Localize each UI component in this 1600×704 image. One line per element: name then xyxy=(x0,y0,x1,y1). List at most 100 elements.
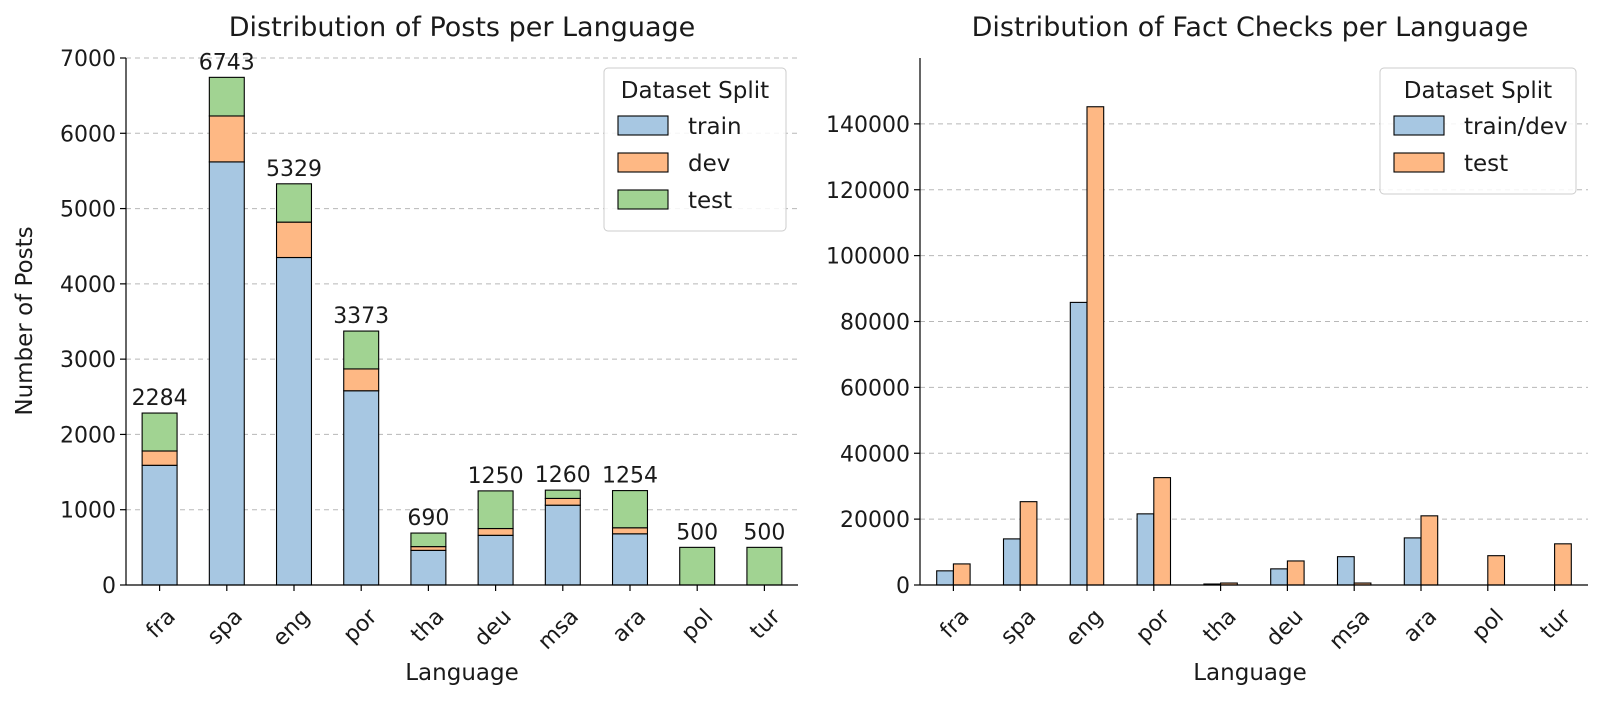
posts-bar-train-eng xyxy=(275,256,313,586)
posts-legend-label-train: train xyxy=(688,114,742,140)
posts-total-label-deu: 1250 xyxy=(468,464,524,489)
posts-bar-test-fra xyxy=(141,412,178,452)
posts-legend-swatch-test xyxy=(617,189,669,210)
fact-checks-y-tick-label: 40000 xyxy=(840,442,910,467)
fact-checks-x-tick-label-tha: tha xyxy=(1199,604,1242,647)
posts-legend: Dataset Split train dev test xyxy=(603,67,787,232)
fact-checks-x-tick-label-spa: spa xyxy=(996,604,1041,649)
posts-x-tick-label-eng: eng xyxy=(268,604,315,651)
fact-checks-bar-train-dev-spa xyxy=(1002,538,1021,586)
posts-total-label-ara: 1254 xyxy=(602,464,658,489)
posts-chart-panel: Distribution of Posts per Language Langu… xyxy=(12,12,798,686)
posts-x-tick-label-deu: deu xyxy=(470,604,517,651)
fact-checks-bar-test-tur xyxy=(1554,543,1572,586)
fact-checks-bar-train-dev-eng xyxy=(1069,301,1088,586)
posts-bar-dev-fra xyxy=(141,450,178,466)
posts-x-tick-label-ara: ara xyxy=(608,604,651,647)
posts-y-tick-label: 5000 xyxy=(60,198,116,223)
posts-bar-train-tha xyxy=(410,549,447,586)
posts-bar-train-por xyxy=(343,390,380,586)
fact-checks-y-tick-label: 100000 xyxy=(826,245,910,270)
fact-checks-bar-train-dev-deu xyxy=(1270,568,1288,586)
posts-total-label-por: 3373 xyxy=(333,304,389,329)
posts-bar-train-ara xyxy=(611,533,649,586)
fact-checks-chart-panel: Distribution of Fact Checks per Language… xyxy=(826,12,1588,686)
posts-x-tick-label-pol: pol xyxy=(677,604,718,645)
posts-bar-test-ara xyxy=(611,490,649,529)
fact-checks-bar-train-dev-por xyxy=(1136,513,1155,586)
posts-bar-test-por xyxy=(343,330,380,370)
posts-bar-test-eng xyxy=(275,183,313,223)
posts-total-label-fra: 2284 xyxy=(132,386,188,411)
fact-checks-bar-train-dev-msa xyxy=(1336,556,1355,586)
posts-x-tick-label-fra: fra xyxy=(142,604,181,643)
posts-x-tick-label-msa: msa xyxy=(533,604,583,654)
fact-checks-y-tick-label: 120000 xyxy=(826,179,910,204)
posts-legend-title: Dataset Split xyxy=(621,78,769,104)
fact-checks-bar-train-dev-fra xyxy=(936,570,954,586)
posts-bar-train-fra xyxy=(141,464,178,586)
posts-y-tick-label: 0 xyxy=(102,574,116,599)
posts-total-label-pol: 500 xyxy=(676,520,718,545)
fact-checks-chart-title: Distribution of Fact Checks per Language xyxy=(972,12,1529,43)
posts-legend-label-test: test xyxy=(688,188,732,214)
fact-checks-bar-train-dev-ara xyxy=(1403,537,1422,586)
posts-bar-dev-spa xyxy=(208,115,245,163)
posts-y-tick-label: 6000 xyxy=(60,122,116,147)
fact-checks-legend-title: Dataset Split xyxy=(1404,78,1552,104)
fact-checks-y-tick-label: 80000 xyxy=(840,311,910,336)
fact-checks-bar-test-eng xyxy=(1086,106,1105,586)
posts-bar-dev-ara xyxy=(611,527,649,535)
fact-checks-x-tick-label-pol: pol xyxy=(1468,604,1509,645)
posts-y-tick-label: 1000 xyxy=(60,499,116,524)
fact-checks-bar-test-pol xyxy=(1487,555,1506,586)
posts-bar-test-tur xyxy=(746,546,783,586)
fact-checks-y-tick-label: 60000 xyxy=(840,376,910,401)
posts-bar-dev-deu xyxy=(477,527,514,536)
posts-total-label-spa: 6743 xyxy=(199,50,255,75)
fact-checks-x-tick-label-ara: ara xyxy=(1399,604,1442,647)
posts-total-label-tha: 690 xyxy=(407,506,449,531)
fact-checks-legend-label-test: test xyxy=(1464,151,1508,177)
fact-checks-legend-swatch-test xyxy=(1393,152,1445,173)
posts-bar-dev-por xyxy=(343,368,380,392)
fact-checks-legend: Dataset Split train/dev test xyxy=(1379,67,1577,195)
fact-checks-x-tick-label-por: por xyxy=(1131,604,1175,648)
fact-checks-x-tick-label-fra: fra xyxy=(935,604,974,643)
posts-bar-dev-eng xyxy=(275,221,313,259)
posts-bar-train-spa xyxy=(208,161,245,586)
posts-legend-label-dev: dev xyxy=(688,151,730,177)
fact-checks-legend-label-train-dev: train/dev xyxy=(1464,114,1568,140)
posts-bar-dev-msa xyxy=(544,497,581,506)
fact-checks-x-tick-label-msa: msa xyxy=(1325,604,1375,654)
fact-checks-x-axis-label: Language xyxy=(1193,660,1307,686)
posts-x-tick-label-por: por xyxy=(339,604,383,648)
fact-checks-bar-test-deu xyxy=(1286,560,1305,586)
posts-x-axis-label: Language xyxy=(405,660,519,686)
posts-x-tick-label-spa: spa xyxy=(203,604,248,649)
posts-bar-train-msa xyxy=(544,504,581,586)
fact-checks-x-tick-label-tur: tur xyxy=(1536,604,1577,645)
posts-total-label-eng: 5329 xyxy=(266,157,322,182)
posts-bar-train-deu xyxy=(477,534,514,586)
posts-y-axis-label: Number of Posts xyxy=(12,226,38,415)
posts-legend-swatch-dev xyxy=(617,152,669,173)
posts-chart-title: Distribution of Posts per Language xyxy=(229,12,696,43)
posts-bar-test-pol xyxy=(679,546,716,586)
posts-x-tick-label-tha: tha xyxy=(406,604,449,647)
posts-bar-dev-tha xyxy=(410,546,447,551)
posts-bar-test-msa xyxy=(544,489,581,499)
fact-checks-y-tick-label: 20000 xyxy=(840,508,910,533)
posts-total-label-msa: 1260 xyxy=(535,463,591,488)
posts-total-label-tur: 500 xyxy=(743,520,785,545)
fact-checks-bar-test-por xyxy=(1153,477,1172,586)
posts-bar-test-spa xyxy=(208,76,245,117)
fact-checks-bar-test-fra xyxy=(952,563,971,586)
fact-checks-bar-test-spa xyxy=(1019,501,1038,586)
fact-checks-y-tick-label: 0 xyxy=(896,574,910,599)
posts-x-tick-label-tur: tur xyxy=(745,604,786,645)
posts-y-tick-label: 4000 xyxy=(60,273,116,298)
posts-y-tick-label: 2000 xyxy=(60,423,116,448)
fact-checks-x-tick-label-deu: deu xyxy=(1262,604,1309,651)
posts-bar-test-tha xyxy=(410,532,447,548)
